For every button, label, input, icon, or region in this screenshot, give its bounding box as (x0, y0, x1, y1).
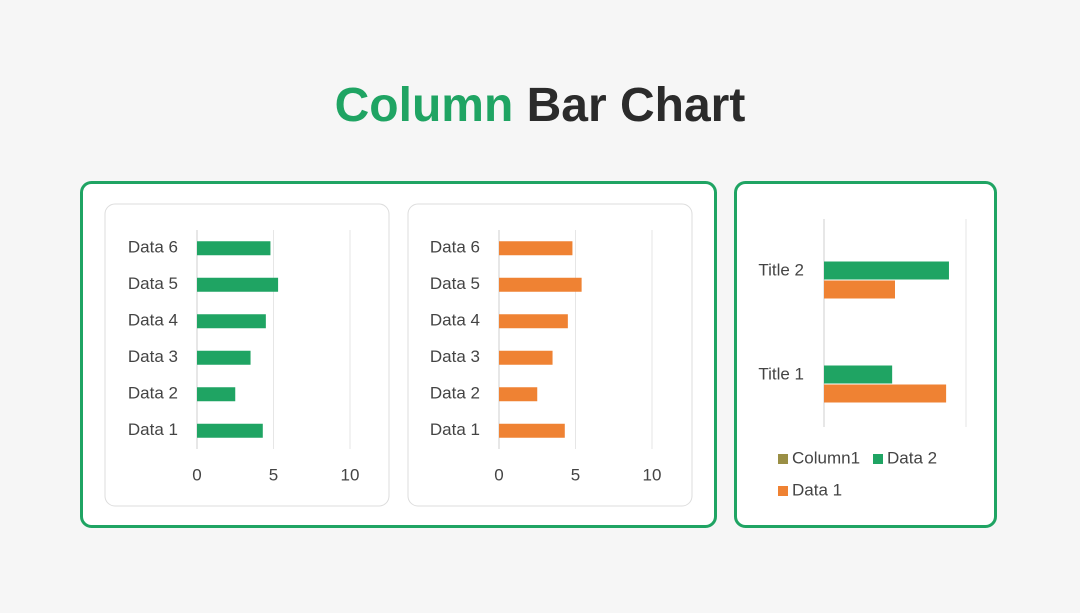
bar (499, 241, 573, 256)
bar (824, 384, 947, 403)
bar (499, 423, 565, 438)
y-tick-label: Data 5 (128, 274, 178, 293)
y-tick-label: Data 4 (430, 311, 480, 330)
x-tick-label: 5 (571, 465, 580, 484)
legend-label: Column1 (792, 448, 860, 467)
bar (824, 280, 895, 299)
bar (499, 350, 553, 365)
y-tick-label: Data 3 (430, 347, 480, 366)
x-tick-label: 0 (494, 465, 503, 484)
x-tick-label: 5 (269, 465, 278, 484)
y-tick-label: Data 2 (430, 384, 480, 403)
x-tick-label: 10 (643, 465, 662, 484)
y-tick-label: Title 2 (758, 260, 804, 279)
legend-swatch (778, 486, 788, 496)
y-tick-label: Data 5 (430, 274, 480, 293)
y-tick-label: Title 1 (758, 364, 804, 383)
bar (499, 387, 538, 402)
x-tick-label: 0 (192, 465, 201, 484)
bar (197, 423, 263, 438)
y-tick-label: Data 1 (128, 420, 178, 439)
legend-label: Data 2 (887, 448, 937, 467)
legend-label: Data 1 (792, 480, 842, 499)
slide-title: Column Bar Chart (335, 79, 746, 132)
y-tick-label: Data 6 (128, 238, 178, 257)
y-tick-label: Data 6 (430, 238, 480, 257)
y-tick-label: Data 2 (128, 384, 178, 403)
bar (197, 314, 266, 329)
panel (734, 181, 997, 528)
bar (197, 350, 251, 365)
bar (197, 241, 271, 256)
x-tick-label: 10 (341, 465, 360, 484)
y-tick-label: Data 3 (128, 347, 178, 366)
y-tick-label: Data 4 (128, 311, 178, 330)
bar (499, 277, 582, 292)
bar (824, 261, 949, 280)
bar (824, 365, 893, 384)
title-highlight: Column (335, 79, 514, 132)
bar (197, 277, 279, 292)
legend-swatch (778, 454, 788, 464)
bar (499, 314, 568, 329)
legend-swatch (873, 454, 883, 464)
y-tick-label: Data 1 (430, 420, 480, 439)
title-rest: Bar Chart (527, 79, 746, 132)
bar (197, 387, 236, 402)
